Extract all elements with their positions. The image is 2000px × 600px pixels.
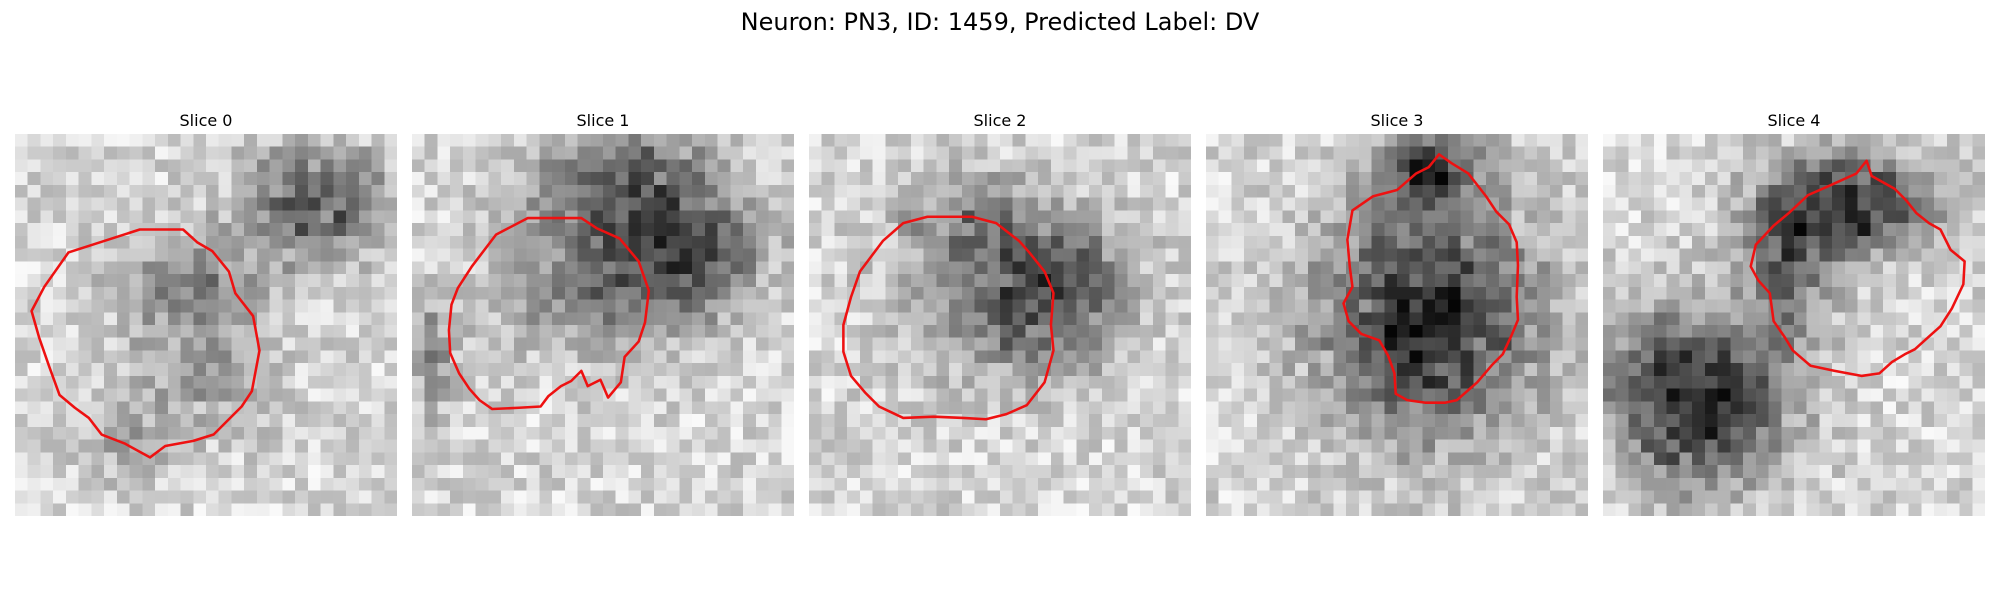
microscopy-slice-image bbox=[809, 134, 1191, 516]
slice-image bbox=[412, 134, 794, 516]
slice-image bbox=[1603, 134, 1985, 516]
slice-image bbox=[15, 134, 397, 516]
slice-title: Slice 1 bbox=[412, 110, 794, 132]
slice-panel-0: Slice 0 bbox=[15, 110, 397, 516]
microscopy-slice-image bbox=[412, 134, 794, 516]
slice-image bbox=[809, 134, 1191, 516]
microscopy-slice-image bbox=[15, 134, 397, 516]
slice-title: Slice 3 bbox=[1206, 110, 1588, 132]
microscopy-slice-image bbox=[1206, 134, 1588, 516]
slice-title: Slice 0 bbox=[15, 110, 397, 132]
slice-title: Slice 2 bbox=[809, 110, 1191, 132]
slice-panel-4: Slice 4 bbox=[1603, 110, 1985, 516]
slice-image bbox=[1206, 134, 1588, 516]
slice-panel-2: Slice 2 bbox=[809, 110, 1191, 516]
slice-panel-3: Slice 3 bbox=[1206, 110, 1588, 516]
slice-title: Slice 4 bbox=[1603, 110, 1985, 132]
microscopy-slice-image bbox=[1603, 134, 1985, 516]
figure-title: Neuron: PN3, ID: 1459, Predicted Label: … bbox=[0, 8, 2000, 36]
slice-panel-1: Slice 1 bbox=[412, 110, 794, 516]
